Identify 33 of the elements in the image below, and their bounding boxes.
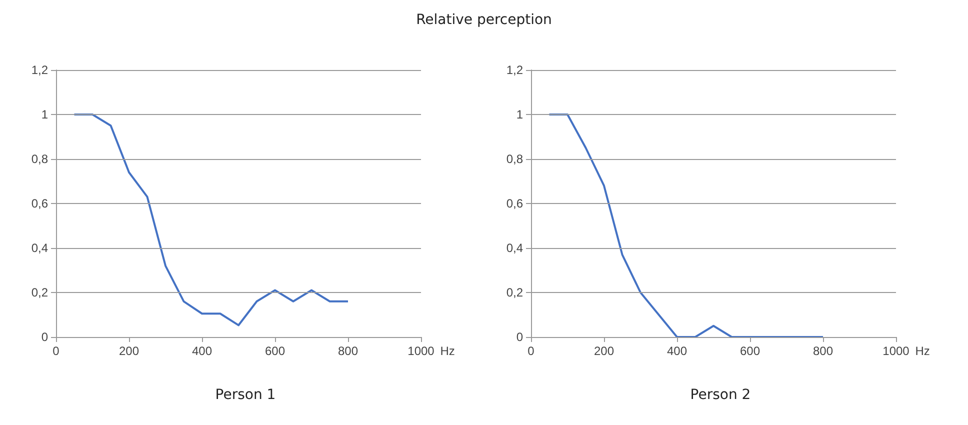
x-tick-label: 400: [666, 344, 688, 358]
x-tick-label: 600: [264, 344, 286, 358]
y-tick-label: 1: [41, 108, 48, 122]
y-tick-label: 1,2: [31, 63, 48, 77]
y-tick-label: 1,2: [506, 63, 524, 77]
y-tick-label: 0,8: [506, 152, 524, 166]
x-tick-label: 800: [812, 344, 834, 358]
x-tick-label: 200: [118, 344, 140, 358]
x-tick-label: 400: [192, 344, 212, 358]
y-tick-label: 0,6: [506, 196, 524, 210]
y-tick-label: 1: [516, 108, 524, 122]
text: Person 2: [690, 387, 751, 403]
x-axis-title: Hz: [915, 344, 930, 358]
line-series: [548, 114, 824, 338]
y-tick-label: 0,6: [31, 196, 48, 210]
x-tick-label: 600: [740, 344, 760, 358]
y-tick-label: 0,4: [506, 241, 524, 255]
y-tick-label: 0,4: [31, 241, 48, 255]
x-tick-label: 1000: [882, 344, 910, 358]
x-tick-label: 1000: [408, 344, 435, 358]
text: Person 1: [215, 387, 276, 403]
y-tick-label: 0: [41, 330, 48, 344]
text: Relative perception: [415, 11, 553, 30]
line-series: [73, 114, 349, 326]
x-axis-title: Hz: [440, 344, 455, 358]
y-tick-label: 0,2: [31, 286, 48, 300]
y-tick-label: 0,2: [506, 286, 524, 300]
x-tick-label: 800: [338, 344, 358, 358]
x-tick-label: 0: [528, 344, 535, 358]
y-tick-label: 0,8: [31, 152, 48, 166]
y-tick-label: 0: [516, 330, 524, 344]
x-tick-label: 200: [594, 344, 614, 358]
x-tick-label: 0: [52, 344, 60, 358]
